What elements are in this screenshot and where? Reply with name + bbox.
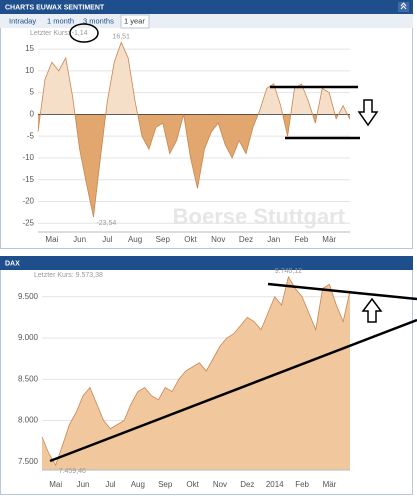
widget-title: DAX (5, 260, 20, 267)
x-tick-label: Jul (102, 235, 112, 244)
y-tick-label: 9.000 (18, 333, 39, 342)
last-price: Letzter Kurs: 9.573,38 (34, 272, 103, 279)
y-tick-label: 8.500 (18, 374, 39, 383)
header-bar (0, 256, 413, 270)
watermark: Boerse Stuttgart (173, 204, 346, 229)
drawn-circle (69, 23, 99, 43)
charts: Letzter Kurs: -1,14 Boerse Stuttgart 15 10 5… (18, 30, 351, 489)
x-tick-label: Okt (186, 480, 199, 489)
y-tick-label: 7.500 (18, 457, 39, 466)
x-tick-label: Jun (73, 235, 86, 244)
x-tick-label: Mär (322, 235, 336, 244)
x-tick-label: Feb (295, 480, 309, 489)
annotation: 7.459,46 (59, 468, 86, 475)
x-tick-label: Jan (267, 235, 280, 244)
y-tick-label: -20 (22, 197, 34, 206)
drawn-up-arrow (361, 297, 383, 323)
annotation: -23,54 (96, 220, 116, 227)
last-price: Letzter Kurs: -1,14 (30, 30, 88, 37)
collapse-button[interactable] (398, 2, 409, 12)
drawn-down-arrow (357, 99, 379, 127)
tab[interactable]: Intraday (9, 16, 36, 25)
x-tick-label: Sep (156, 235, 171, 244)
area-above (38, 42, 350, 115)
widget-title: CHARTS EUWAX SENTIMENT (5, 4, 105, 11)
collapse-icon (400, 2, 407, 10)
x-tick-label: Aug (128, 235, 142, 244)
tab[interactable]: 3 months (83, 16, 114, 25)
x-tick-label: Sep (158, 480, 173, 489)
y-tick-label: -5 (27, 131, 35, 140)
y-tick-label: 5 (30, 88, 35, 97)
header-bar (0, 0, 413, 14)
area-below (38, 114, 350, 217)
area (42, 276, 350, 470)
x-tick-label: Mai (49, 480, 62, 489)
active-tab[interactable] (120, 14, 150, 29)
line (41, 275, 351, 467)
x-tick-label: Dez (239, 235, 253, 244)
tab[interactable]: 1 year (124, 16, 145, 25)
x-tick-label: Mär (323, 480, 337, 489)
x-tick-label: 2014 (266, 480, 284, 489)
y-tick-label: 15 (25, 44, 34, 53)
x-tick-label: Okt (184, 235, 197, 244)
tab-bar (0, 14, 413, 28)
x-tick-label: Jun (77, 480, 90, 489)
y-tick-label: -25 (22, 218, 34, 227)
y-tick-label: 9.500 (18, 292, 39, 301)
x-tick-label: Nov (213, 480, 227, 489)
annotation: 16,51 (112, 33, 130, 40)
drawn-line (49, 318, 417, 463)
x-tick-label: Nov (211, 235, 225, 244)
y-tick-label: -10 (22, 153, 34, 162)
y-tick-label: 10 (25, 66, 34, 75)
x-tick-label: Jul (105, 480, 115, 489)
tab[interactable]: 1 month (47, 16, 74, 25)
x-tick-label: Feb (295, 235, 309, 244)
y-tick-label: -15 (22, 175, 34, 184)
drawn-annotations (49, 23, 417, 463)
x-tick-label: Dez (240, 480, 254, 489)
y-tick-label: 0 (30, 110, 35, 119)
drawn-line (267, 282, 417, 301)
x-tick-label: Mai (45, 235, 58, 244)
y-tick-label: 8.000 (18, 416, 39, 425)
x-tick-label: Aug (131, 480, 145, 489)
annotation: 9.740,12 (275, 268, 302, 275)
